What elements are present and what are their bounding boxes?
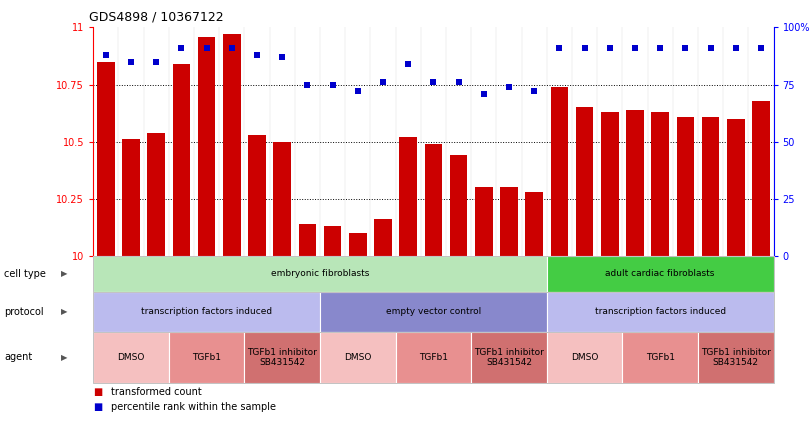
Text: ▶: ▶ <box>61 353 67 362</box>
Bar <box>551 87 568 256</box>
Text: TGFb1: TGFb1 <box>646 353 675 362</box>
Text: embryonic fibroblasts: embryonic fibroblasts <box>271 269 369 278</box>
Bar <box>122 140 140 256</box>
Bar <box>651 112 669 256</box>
Bar <box>424 144 442 256</box>
Text: ■: ■ <box>93 387 102 397</box>
Bar <box>248 135 266 256</box>
Text: DMSO: DMSO <box>117 353 145 362</box>
Text: empty vector control: empty vector control <box>386 308 481 316</box>
Text: TGFb1 inhibitor
SB431542: TGFb1 inhibitor SB431542 <box>701 348 770 367</box>
Bar <box>374 220 392 256</box>
Bar <box>324 226 341 256</box>
Bar <box>173 64 190 256</box>
Text: ▶: ▶ <box>61 308 67 316</box>
Bar <box>97 62 114 256</box>
Text: ▶: ▶ <box>61 269 67 278</box>
Text: protocol: protocol <box>4 307 44 317</box>
Text: DMSO: DMSO <box>571 353 599 362</box>
Bar <box>576 107 594 256</box>
Bar <box>198 37 215 256</box>
Bar <box>273 142 291 256</box>
Text: percentile rank within the sample: percentile rank within the sample <box>111 402 276 412</box>
Text: ■: ■ <box>93 402 102 412</box>
Bar <box>399 137 417 256</box>
Bar <box>450 155 467 256</box>
Bar <box>601 112 619 256</box>
Bar <box>676 117 694 256</box>
Text: transcription factors induced: transcription factors induced <box>141 308 272 316</box>
Text: TGFb1 inhibitor
SB431542: TGFb1 inhibitor SB431542 <box>247 348 317 367</box>
Text: transformed count: transformed count <box>111 387 202 397</box>
Bar <box>349 233 367 256</box>
Text: TGFb1: TGFb1 <box>419 353 448 362</box>
Bar <box>526 192 543 256</box>
Bar <box>727 119 744 256</box>
Bar <box>701 117 719 256</box>
Bar <box>500 187 518 256</box>
Text: adult cardiac fibroblasts: adult cardiac fibroblasts <box>605 269 715 278</box>
Bar <box>475 187 492 256</box>
Text: TGFb1 inhibitor
SB431542: TGFb1 inhibitor SB431542 <box>474 348 544 367</box>
Bar <box>752 101 769 256</box>
Text: TGFb1: TGFb1 <box>192 353 221 362</box>
Bar <box>626 110 644 256</box>
Text: agent: agent <box>4 352 32 363</box>
Bar <box>299 224 316 256</box>
Text: GDS4898 / 10367122: GDS4898 / 10367122 <box>89 11 224 24</box>
Text: transcription factors induced: transcription factors induced <box>595 308 726 316</box>
Text: cell type: cell type <box>4 269 46 279</box>
Bar <box>223 34 241 256</box>
Bar <box>147 132 165 256</box>
Text: DMSO: DMSO <box>344 353 372 362</box>
